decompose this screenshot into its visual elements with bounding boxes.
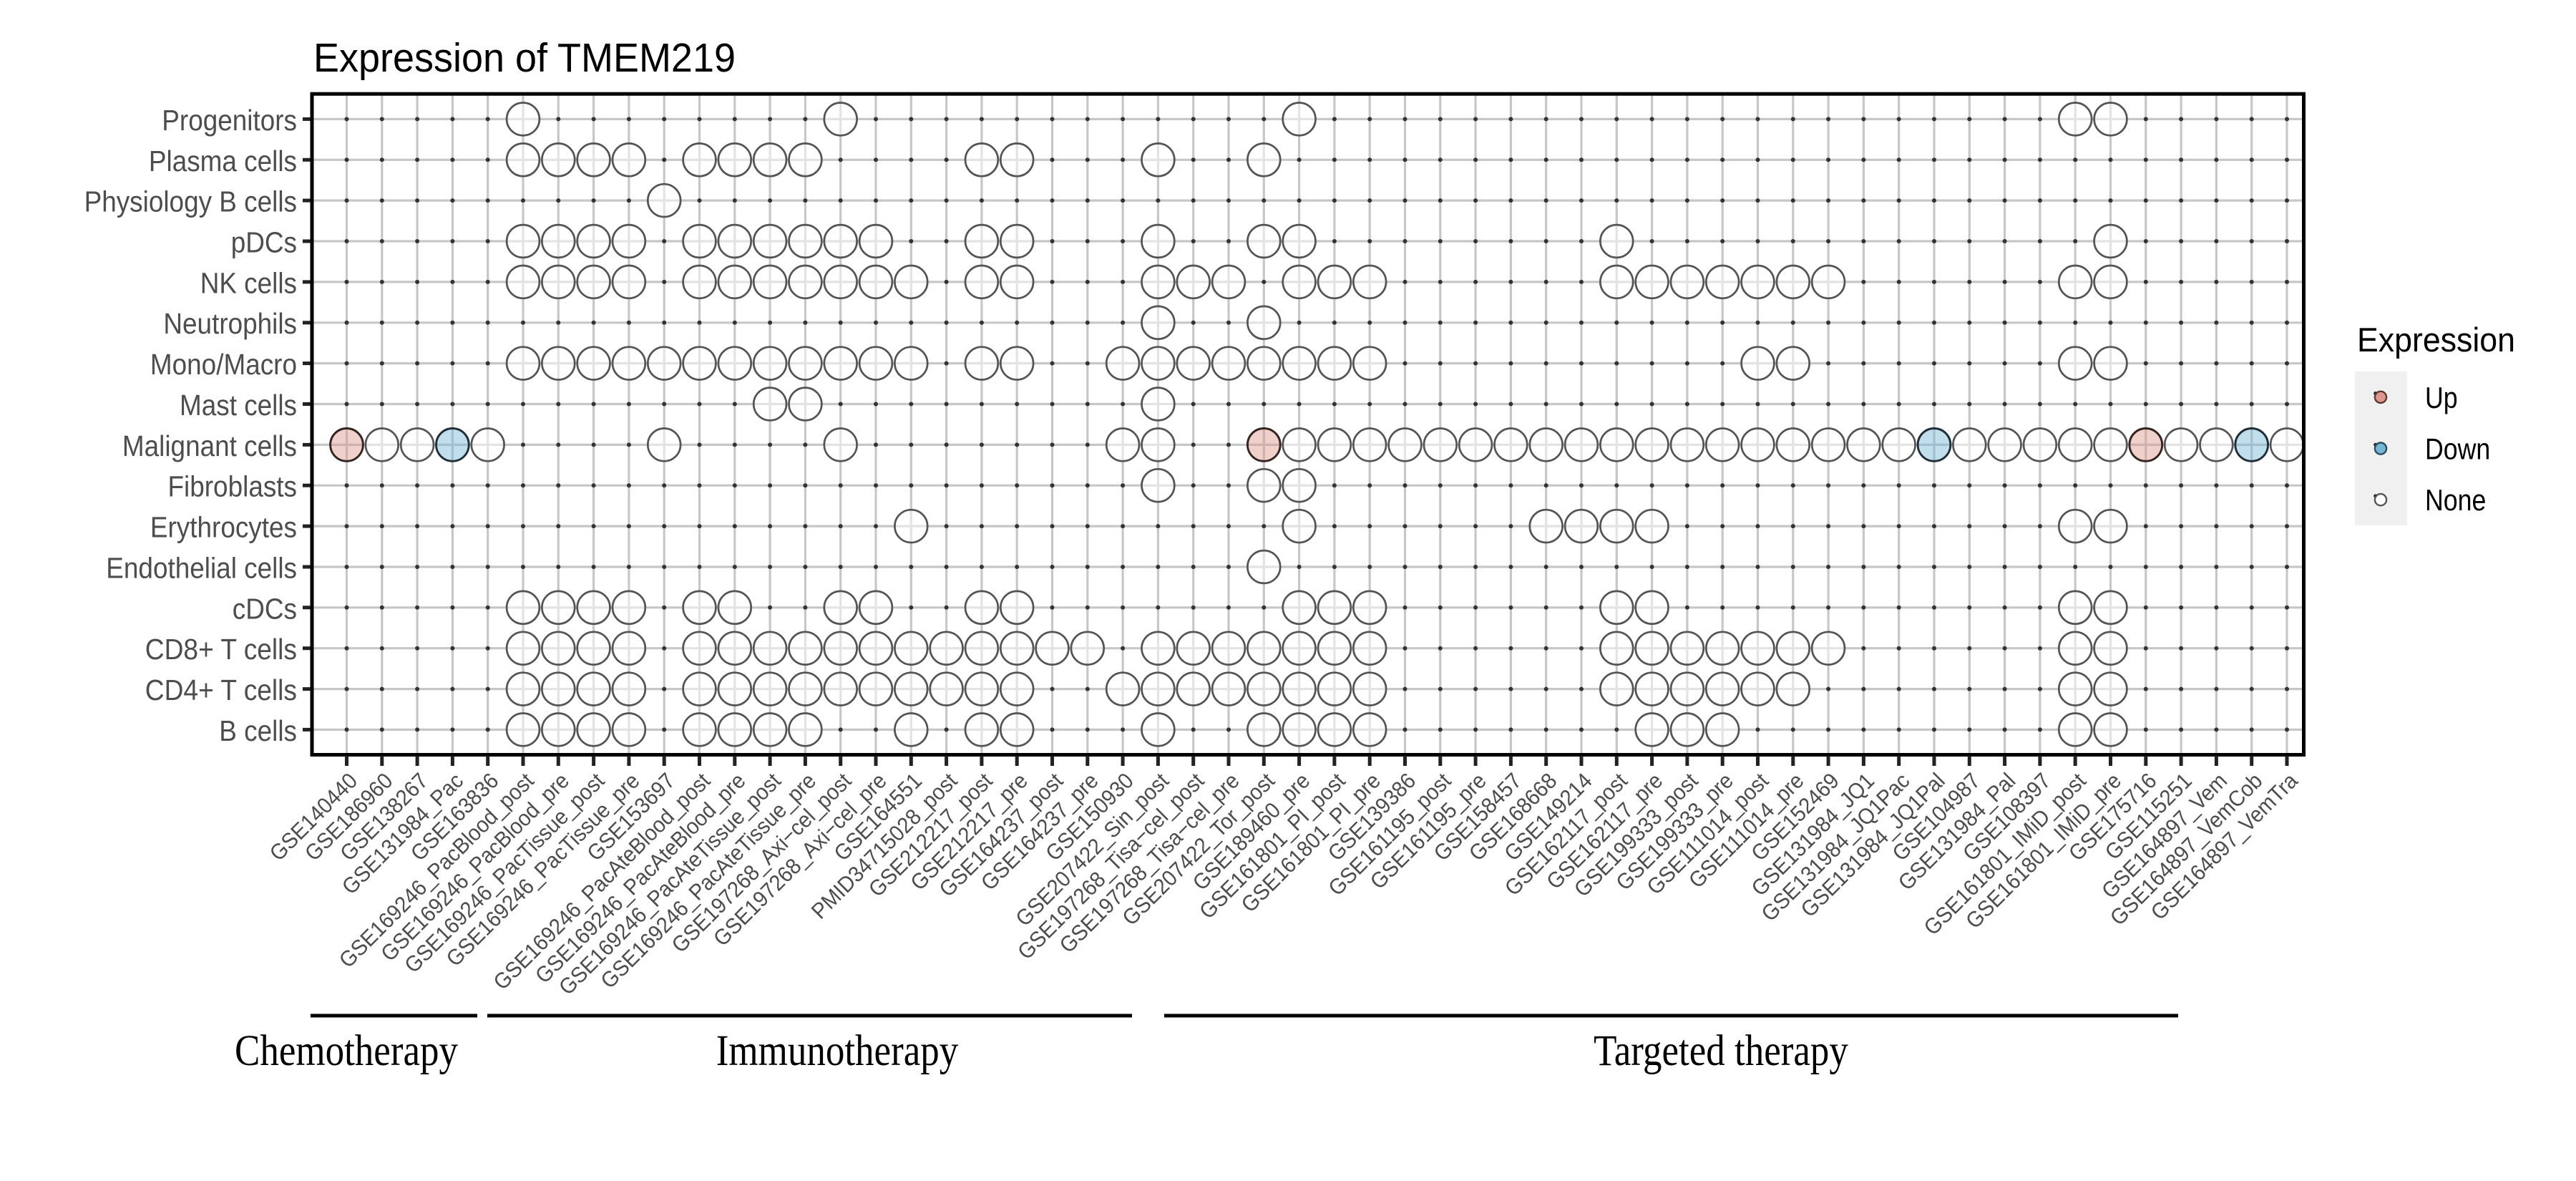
svg-text:Progenitors: Progenitors — [162, 104, 297, 137]
svg-text:Neutrophils: Neutrophils — [163, 307, 297, 340]
svg-text:Immunotherapy: Immunotherapy — [716, 1027, 959, 1075]
svg-text:Endothelial cells: Endothelial cells — [106, 552, 297, 585]
svg-text:CD4+ T cells: CD4+ T cells — [145, 674, 297, 706]
svg-text:Up: Up — [2425, 381, 2458, 414]
svg-text:Mono/Macro: Mono/Macro — [150, 348, 297, 381]
svg-text:NK cells: NK cells — [200, 266, 297, 299]
svg-text:None: None — [2425, 483, 2486, 517]
svg-text:Malignant cells: Malignant cells — [122, 429, 297, 462]
svg-text:Mast cells: Mast cells — [180, 389, 297, 422]
svg-text:Expression of TMEM219: Expression of TMEM219 — [313, 35, 736, 81]
svg-text:Down: Down — [2425, 432, 2490, 466]
svg-text:Erythrocytes: Erythrocytes — [150, 511, 297, 544]
svg-text:Targeted therapy: Targeted therapy — [1594, 1027, 1848, 1075]
svg-text:Expression: Expression — [2357, 321, 2515, 359]
svg-text:CD8+ T cells: CD8+ T cells — [145, 633, 297, 666]
svg-text:Fibroblasts: Fibroblasts — [168, 470, 298, 503]
svg-text:Physiology B cells: Physiology B cells — [84, 185, 297, 218]
svg-text:Chemotherapy: Chemotherapy — [235, 1027, 458, 1075]
svg-text:cDCs: cDCs — [233, 592, 297, 625]
svg-text:Plasma cells: Plasma cells — [149, 145, 297, 178]
svg-text:B cells: B cells — [219, 714, 297, 747]
svg-text:pDCs: pDCs — [231, 226, 297, 259]
